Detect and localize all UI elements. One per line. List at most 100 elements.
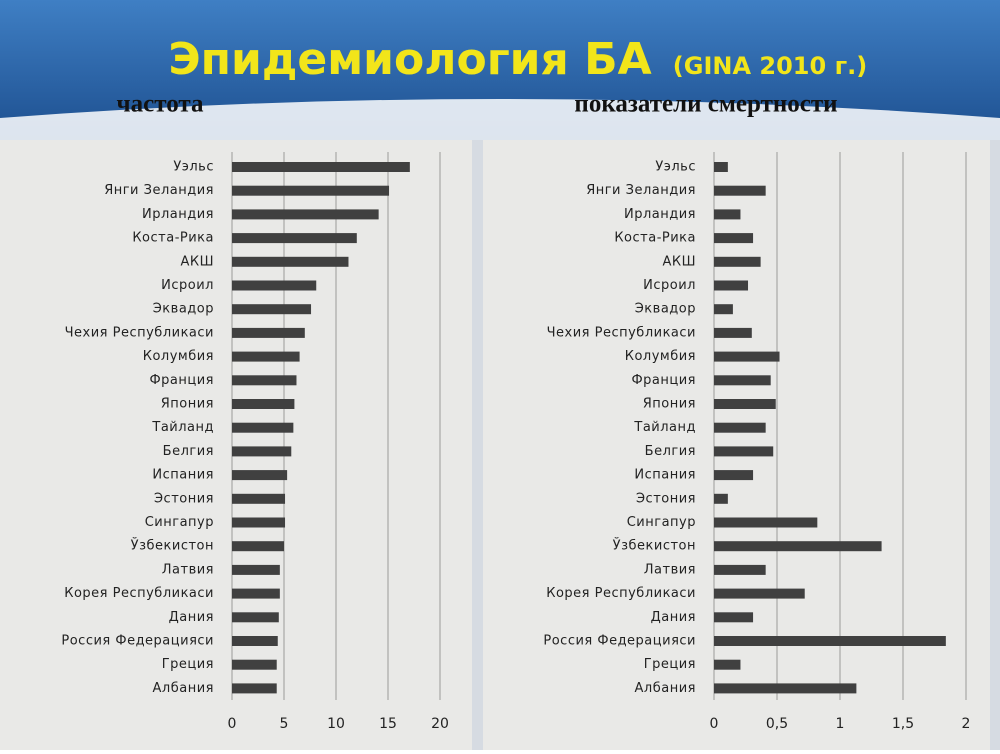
y-tick-label: Янги Зеландия	[586, 183, 696, 198]
bar	[232, 351, 300, 362]
bar	[714, 493, 728, 504]
y-tick-label: Ирландия	[142, 207, 214, 222]
bar	[714, 375, 771, 386]
bar	[232, 233, 357, 244]
x-tick-label: 10	[327, 716, 345, 732]
bar	[714, 636, 946, 646]
bar	[232, 659, 277, 670]
bar	[232, 612, 279, 623]
bar	[232, 185, 390, 196]
x-tick-label: 20	[431, 716, 449, 732]
bar	[232, 636, 278, 646]
bar	[232, 541, 284, 552]
y-tick-label: Испания	[634, 468, 696, 483]
y-tick-label: Япония	[643, 397, 696, 412]
bar	[714, 351, 780, 362]
y-tick-label: Уэльс	[655, 160, 696, 175]
bar	[232, 209, 379, 220]
y-tick-label: Албания	[635, 681, 696, 696]
bar	[714, 327, 752, 338]
y-tick-label: АКШ	[180, 254, 214, 269]
bar	[714, 517, 818, 528]
y-tick-label: Исроил	[643, 278, 696, 293]
x-tick-label: 1,5	[892, 716, 914, 732]
y-tick-label: Исроил	[161, 278, 214, 293]
bar	[714, 304, 733, 315]
bar	[714, 209, 741, 220]
bar	[232, 375, 297, 386]
y-tick-label: АКШ	[662, 254, 696, 269]
y-tick-label: Тайланд	[151, 420, 214, 435]
bar	[714, 399, 776, 409]
y-tick-label: Белгия	[645, 444, 696, 459]
bar	[232, 517, 286, 528]
bar	[232, 162, 410, 172]
x-tick-label: 15	[379, 716, 397, 732]
bar	[714, 446, 774, 457]
bar	[714, 659, 741, 670]
bar	[232, 446, 292, 457]
y-tick-label: Белгия	[163, 444, 214, 459]
y-tick-label: Коста-Рика	[132, 231, 214, 246]
y-tick-label: Япония	[161, 397, 214, 412]
y-tick-label: Эквадор	[153, 302, 214, 317]
y-tick-label: Корея Республикаси	[64, 586, 214, 601]
y-tick-label: Уэльс	[173, 160, 214, 175]
y-tick-label: Ирландия	[624, 207, 696, 222]
slide-title: Эпидемиология БА	[168, 34, 651, 85]
y-tick-label: Ўзбекистон	[131, 538, 214, 554]
bar	[232, 564, 280, 575]
x-tick-label: 0,5	[766, 716, 788, 732]
y-tick-label: Латвия	[162, 562, 214, 577]
bar	[232, 399, 295, 409]
y-tick-label: Сингапур	[627, 515, 696, 530]
y-tick-label: Колумбия	[143, 349, 214, 364]
left-panel	[0, 140, 472, 750]
y-tick-label: Тайланд	[633, 420, 696, 435]
bar	[714, 185, 766, 196]
y-tick-label: Франция	[631, 373, 696, 388]
y-tick-label: Ўзбекистон	[613, 538, 696, 554]
y-tick-label: Дания	[651, 610, 696, 625]
x-tick-label: 0	[710, 716, 719, 732]
bar	[232, 493, 286, 504]
chart-title: показатели смертности	[574, 91, 837, 118]
y-tick-label: Испания	[152, 468, 214, 483]
bar	[714, 588, 805, 599]
bar	[232, 422, 294, 433]
y-tick-label: Эстония	[636, 491, 696, 506]
y-tick-label: Чехия Республикаси	[547, 325, 696, 340]
bar	[232, 683, 277, 694]
bar	[232, 280, 317, 291]
y-tick-label: Колумбия	[625, 349, 696, 364]
x-tick-label: 1	[836, 716, 845, 732]
bar	[232, 470, 288, 481]
bar	[232, 256, 349, 267]
bar	[714, 564, 766, 575]
y-tick-label: Дания	[169, 610, 214, 625]
chart-title: частота	[117, 91, 204, 118]
bar	[714, 541, 882, 552]
bar	[232, 588, 280, 599]
y-tick-label: Чехия Республикаси	[65, 325, 214, 340]
bar	[714, 162, 728, 172]
bar	[714, 256, 761, 267]
y-tick-label: Греция	[162, 657, 214, 672]
bar	[714, 233, 754, 244]
y-tick-label: Россия Федерацияси	[543, 634, 696, 649]
x-tick-label: 5	[280, 716, 289, 732]
header-curve	[0, 99, 1000, 140]
y-tick-label: Россия Федерацияси	[61, 634, 214, 649]
y-tick-label: Латвия	[644, 562, 696, 577]
bar	[714, 683, 857, 694]
slide-subtitle: (GINA 2010 г.)	[673, 52, 867, 80]
y-tick-label: Греция	[644, 657, 696, 672]
y-tick-label: Корея Республикаси	[546, 586, 696, 601]
bar	[714, 612, 754, 623]
y-tick-label: Эстония	[154, 491, 214, 506]
bar	[714, 280, 749, 291]
right-panel	[483, 140, 990, 750]
x-tick-label: 0	[228, 716, 237, 732]
bar	[232, 327, 305, 338]
y-tick-label: Франция	[149, 373, 214, 388]
